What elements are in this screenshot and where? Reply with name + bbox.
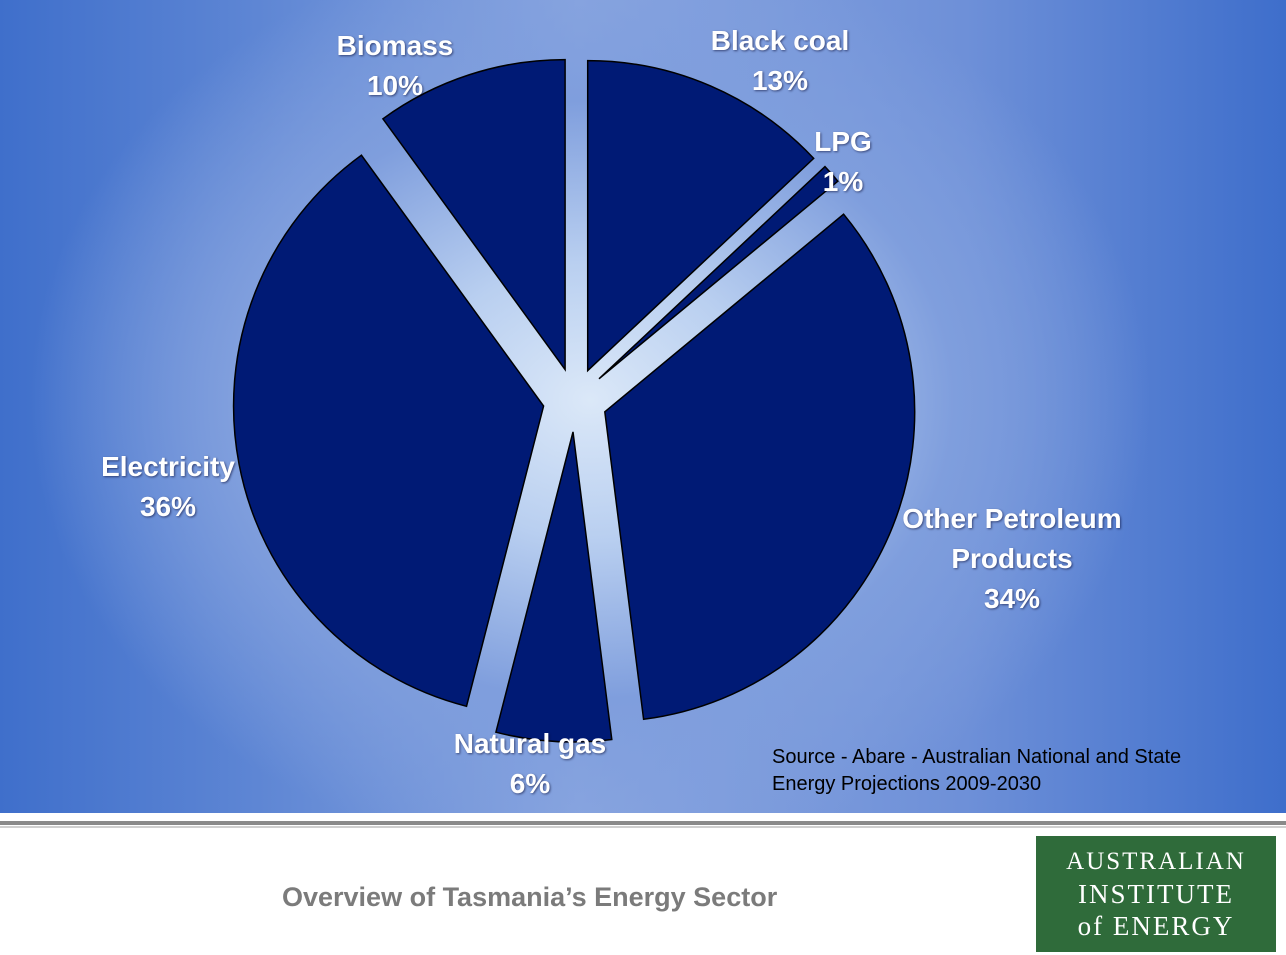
source-note-line2: Energy Projections 2009-2030 xyxy=(772,773,1042,795)
label-black-coal: Black coal 13% xyxy=(710,25,850,96)
pie-slice-natural-gas xyxy=(494,431,613,743)
pie-slice-electricity xyxy=(232,154,545,708)
pie-slice-other-petroleum-products xyxy=(604,213,916,721)
footer-divider-light xyxy=(0,826,1286,828)
label-electricity: Electricity 36% xyxy=(101,451,235,522)
chart-background: Black coal 13% LPG 1% Other Petroleum Pr… xyxy=(0,0,1286,813)
source-note-line1: Source - Abare - Australian National and… xyxy=(772,746,1182,768)
source-note: Source - Abare - Australian National and… xyxy=(772,744,1252,798)
pie-chart xyxy=(232,58,916,743)
logo-line-2: INSTITUTE xyxy=(1078,879,1234,909)
pie-slice-lpg xyxy=(598,165,839,380)
pie-slice-black-coal xyxy=(586,59,815,373)
label-lpg: LPG 1% xyxy=(814,126,872,197)
footer-title: Overview of Tasmania’s Energy Sector xyxy=(282,882,778,912)
logo-line-3: of ENERGY xyxy=(1077,911,1235,941)
footer-divider xyxy=(0,821,1286,825)
label-other-petroleum: Other Petroleum Products 34% xyxy=(902,503,1122,614)
label-natural-gas: Natural gas 6% xyxy=(453,728,607,799)
logo-line-1: AUSTRALIAN xyxy=(1066,848,1246,875)
pie-slice-biomass xyxy=(381,58,566,372)
institute-logo: AUSTRALIAN INSTITUTE of ENERGY xyxy=(1036,836,1276,952)
label-biomass: Biomass 10% xyxy=(336,30,454,101)
